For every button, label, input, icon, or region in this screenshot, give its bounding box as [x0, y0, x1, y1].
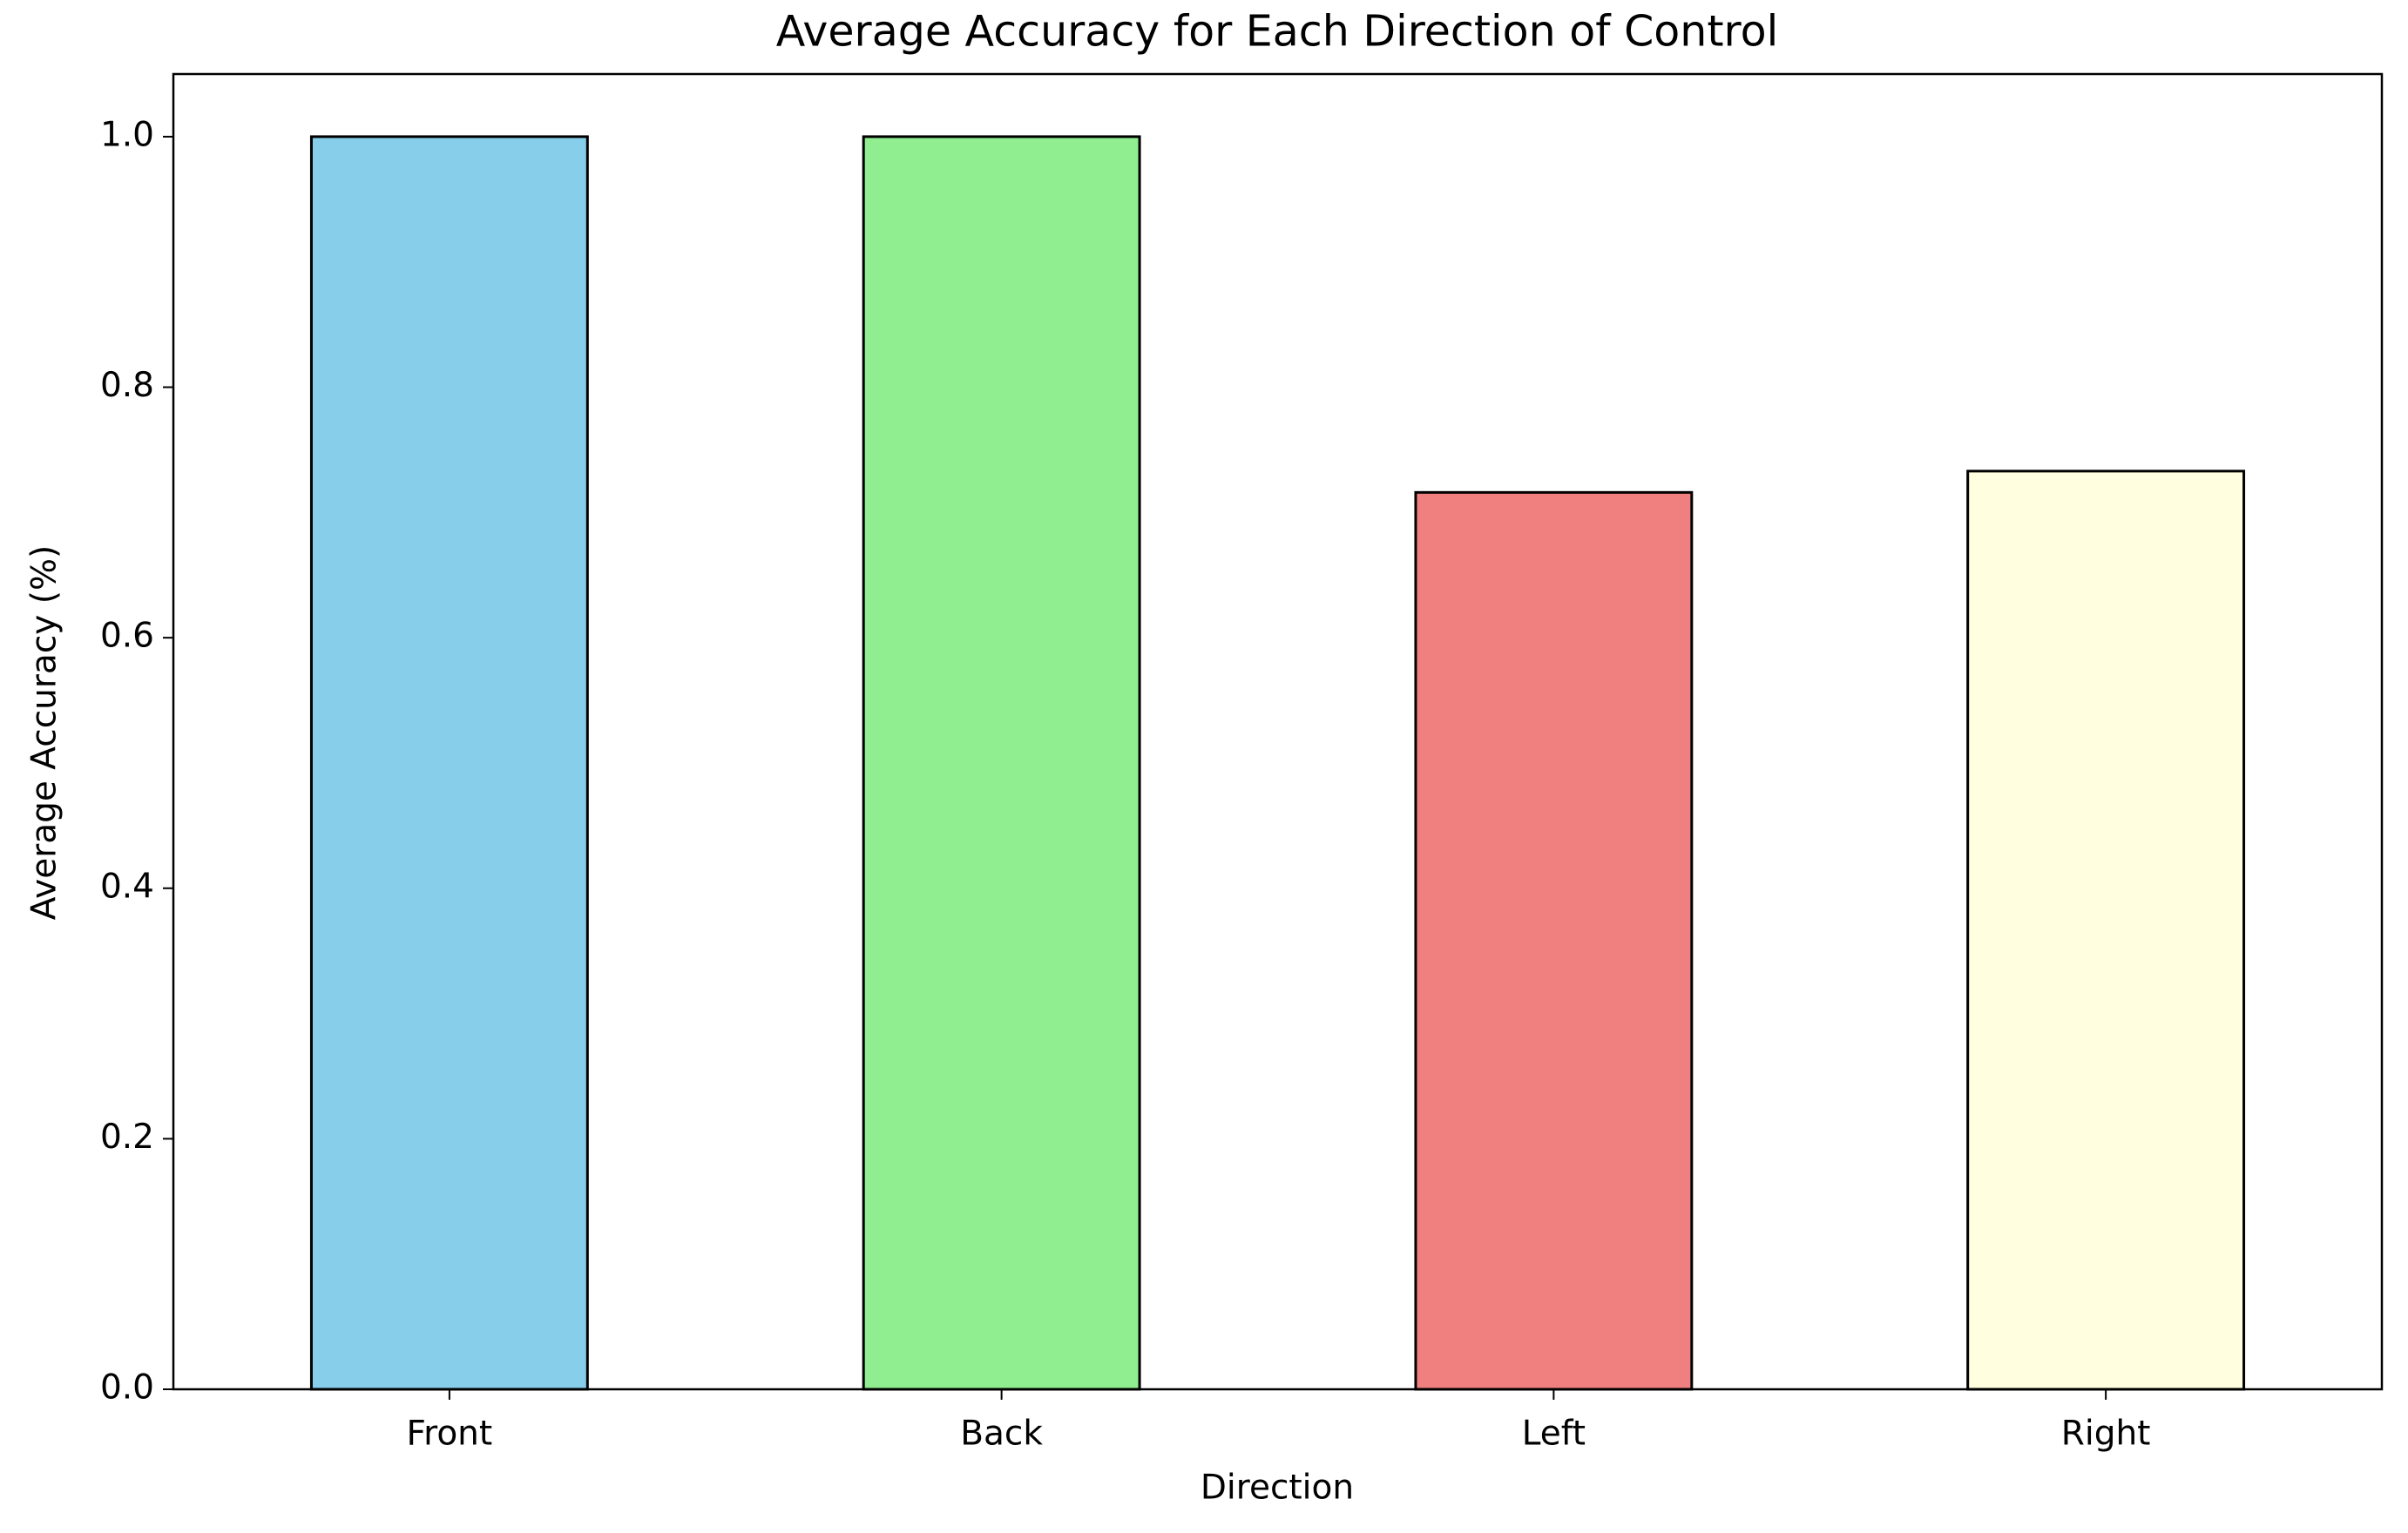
y-tick-label: 1.0	[100, 115, 154, 154]
chart-title: Average Accuracy for Each Direction of C…	[776, 7, 1778, 57]
y-tick-label: 0.4	[100, 867, 154, 906]
bar	[1966, 469, 2246, 1391]
bar	[309, 135, 589, 1391]
x-tick-label: Left	[1522, 1415, 1586, 1454]
x-tick-label: Front	[407, 1415, 493, 1454]
y-tick-label: 0.0	[100, 1368, 154, 1408]
y-tick-label: 0.6	[100, 617, 154, 656]
y-axis-label: Average Accuracy (%)	[25, 545, 64, 921]
x-axis-label: Direction	[1201, 1469, 1354, 1508]
bar	[1414, 490, 1694, 1391]
x-tick-label: Back	[960, 1415, 1043, 1454]
bar	[862, 135, 1141, 1391]
y-tick-label: 0.2	[100, 1118, 154, 1157]
y-tick-label: 0.8	[100, 366, 154, 405]
plot-frame	[172, 72, 2384, 1391]
x-tick-label: Right	[2061, 1415, 2151, 1454]
